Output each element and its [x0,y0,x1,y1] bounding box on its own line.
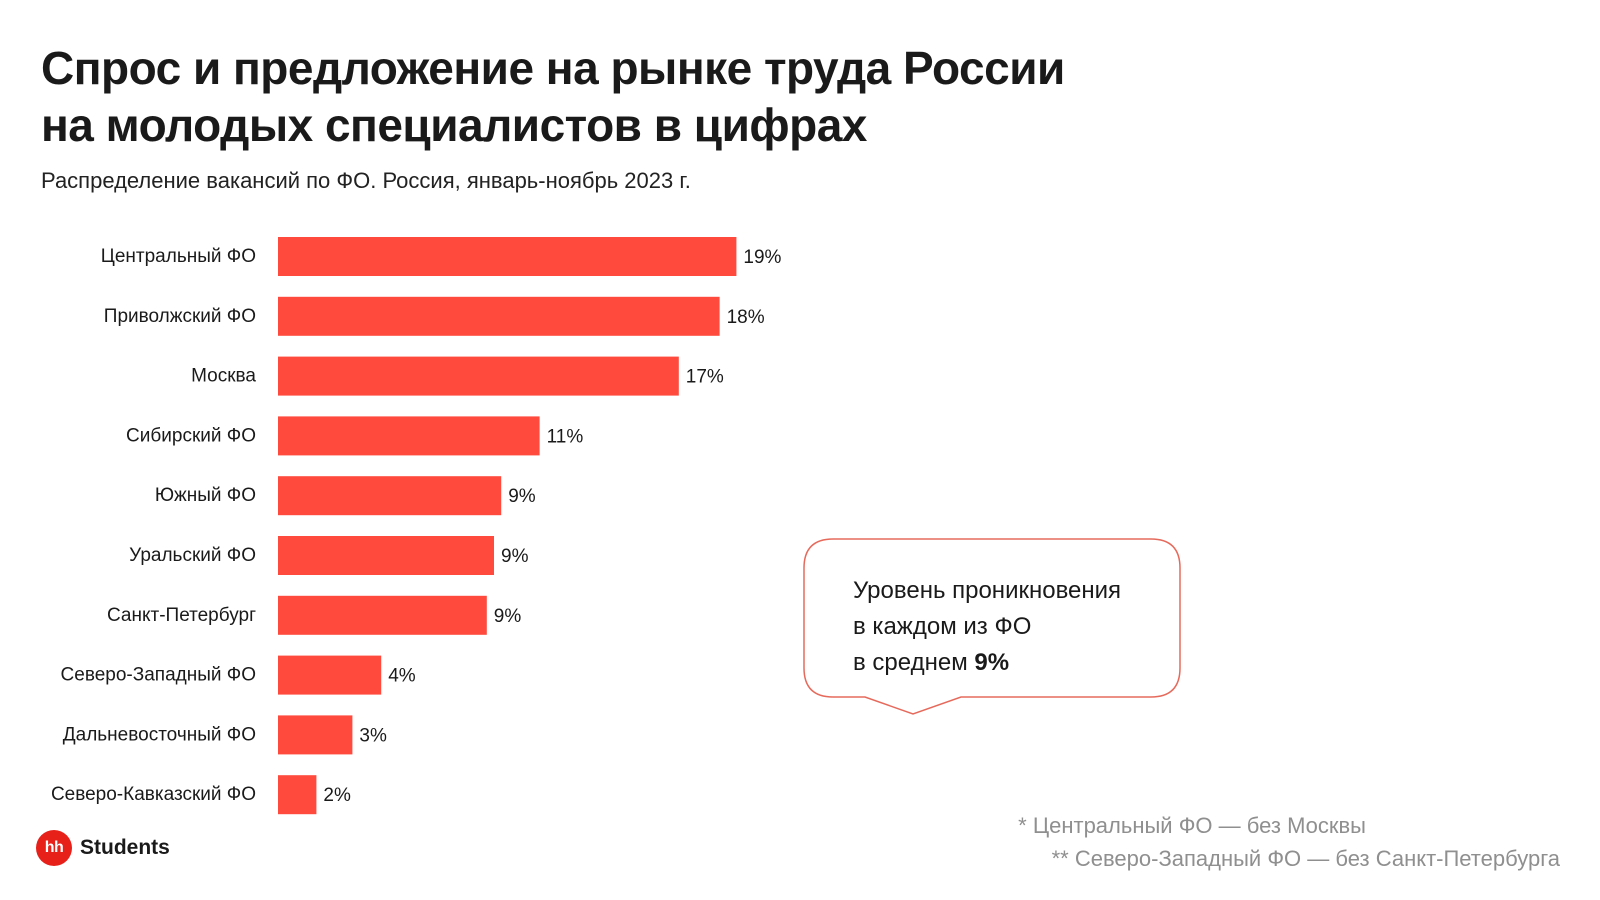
value-label: 17% [686,367,724,388]
value-label: 9% [501,546,529,567]
value-label: 19% [743,247,781,268]
value-label: 9% [508,486,536,507]
value-label: 9% [494,606,522,627]
callout-line-1: Уровень проникновения [853,577,1122,604]
bar-chart: Центральный ФО 19% Приволжский ФО 18% Москва… [51,237,782,815]
title-line-2: на молодых специалистов в цифрах [41,99,867,151]
logo-text: Students [80,836,170,859]
value-label: 4% [388,666,416,687]
category-label: Центральный ФО [101,246,256,267]
bar [278,356,679,396]
callout-box: Уровень проникновения в каждом из ФО в с… [803,538,1181,723]
value-label: 2% [323,785,351,806]
hh-logo-icon: hh [36,830,72,866]
value-label: 18% [727,307,765,328]
callout-outline [803,538,1181,715]
callout-text: Уровень проникновения в каждом из ФО в с… [853,573,1121,681]
callout-value: 9% [974,649,1010,676]
value-label: 11% [547,426,584,447]
category-label: Санкт-Петербург [107,605,256,626]
bar [278,416,540,456]
bar [278,775,317,815]
bar [278,655,382,695]
title-line-1: Спрос и предложение на рынке труда Росси… [41,42,1065,94]
category-label: Северо-Кавказский ФО [51,784,256,805]
callout-line-3-prefix: в среднем [853,649,975,676]
bar [278,476,502,516]
bar [278,536,494,575]
callout-shape [803,538,1181,715]
hh-students-logo: hh Students [36,830,170,866]
value-label: 3% [359,725,387,746]
bar [278,296,720,336]
category-label: Сибирский ФО [126,425,256,446]
bar [278,237,737,276]
category-label: Дальневосточный ФО [63,724,256,745]
bar [278,595,487,635]
category-label: Уральский ФО [129,545,256,566]
category-label: Северо-Западный ФО [61,665,256,686]
category-label: Южный ФО [155,485,256,506]
bar [278,715,353,755]
callout-line-2: в каждом из ФО [853,613,1032,640]
page-title: Спрос и предложение на рынке труда Росси… [41,40,1141,154]
callout-line-3: в среднем 9% [853,645,1121,681]
chart-subtitle: Распределение вакансий по ФО. Россия, ян… [41,168,691,193]
category-label: Москва [191,366,256,387]
footnote-1: * Центральный ФО — без Москвы [1018,813,1366,838]
category-label: Приволжский ФО [104,306,256,327]
footnote-2: ** Северо-Западный ФО — без Санкт-Петерб… [1051,846,1560,871]
